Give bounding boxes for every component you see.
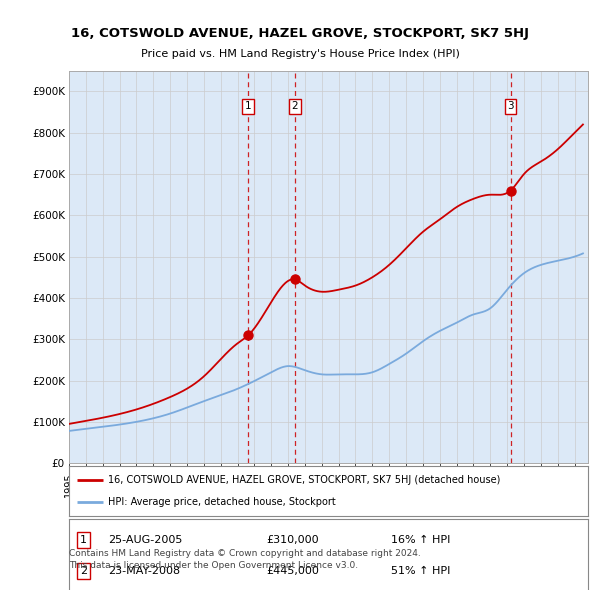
Text: 51% ↑ HPI: 51% ↑ HPI	[391, 566, 450, 576]
Text: 23-MAY-2008: 23-MAY-2008	[108, 566, 180, 576]
Text: 1: 1	[245, 101, 252, 111]
Text: 16, COTSWOLD AVENUE, HAZEL GROVE, STOCKPORT, SK7 5HJ: 16, COTSWOLD AVENUE, HAZEL GROVE, STOCKP…	[71, 27, 529, 40]
Text: 3: 3	[507, 101, 514, 111]
Text: Contains HM Land Registry data © Crown copyright and database right 2024.
This d: Contains HM Land Registry data © Crown c…	[69, 549, 421, 569]
Text: 16, COTSWOLD AVENUE, HAZEL GROVE, STOCKPORT, SK7 5HJ (detached house): 16, COTSWOLD AVENUE, HAZEL GROVE, STOCKP…	[108, 475, 500, 485]
Text: £445,000: £445,000	[266, 566, 319, 576]
Text: £310,000: £310,000	[266, 535, 319, 545]
Text: 2: 2	[292, 101, 298, 111]
Text: HPI: Average price, detached house, Stockport: HPI: Average price, detached house, Stoc…	[108, 497, 335, 507]
Text: 25-AUG-2005: 25-AUG-2005	[108, 535, 182, 545]
Text: Price paid vs. HM Land Registry's House Price Index (HPI): Price paid vs. HM Land Registry's House …	[140, 49, 460, 59]
Text: 1: 1	[80, 535, 87, 545]
Text: 2: 2	[80, 566, 87, 576]
Text: 16% ↑ HPI: 16% ↑ HPI	[391, 535, 450, 545]
